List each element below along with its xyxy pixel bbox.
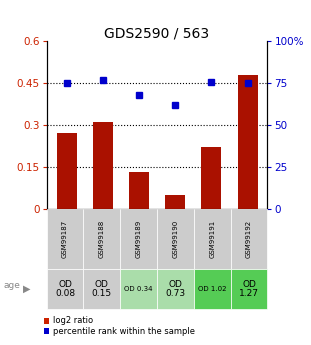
Text: OD
0.15: OD 0.15 [92,279,112,298]
Text: GSM99188: GSM99188 [99,220,105,258]
Text: OD
1.27: OD 1.27 [239,279,259,298]
Text: GSM99189: GSM99189 [136,220,142,258]
Bar [165,195,185,209]
Text: age: age [3,281,20,290]
Bar [129,172,149,209]
Text: GSM99190: GSM99190 [173,220,179,258]
Text: OD
0.08: OD 0.08 [55,279,75,298]
Title: GDS2590 / 563: GDS2590 / 563 [104,26,210,40]
Text: GSM99187: GSM99187 [62,220,68,258]
Text: GSM99192: GSM99192 [246,220,252,258]
Text: OD
0.73: OD 0.73 [165,279,186,298]
Bar [202,147,221,209]
Text: percentile rank within the sample: percentile rank within the sample [53,327,195,336]
Text: OD 1.02: OD 1.02 [198,286,226,292]
Text: GSM99191: GSM99191 [209,220,215,258]
Bar [57,134,77,209]
Text: OD 0.34: OD 0.34 [124,286,153,292]
Bar [238,75,258,209]
Bar [93,122,113,209]
Text: ▶: ▶ [23,284,31,294]
Text: log2 ratio: log2 ratio [53,316,93,325]
